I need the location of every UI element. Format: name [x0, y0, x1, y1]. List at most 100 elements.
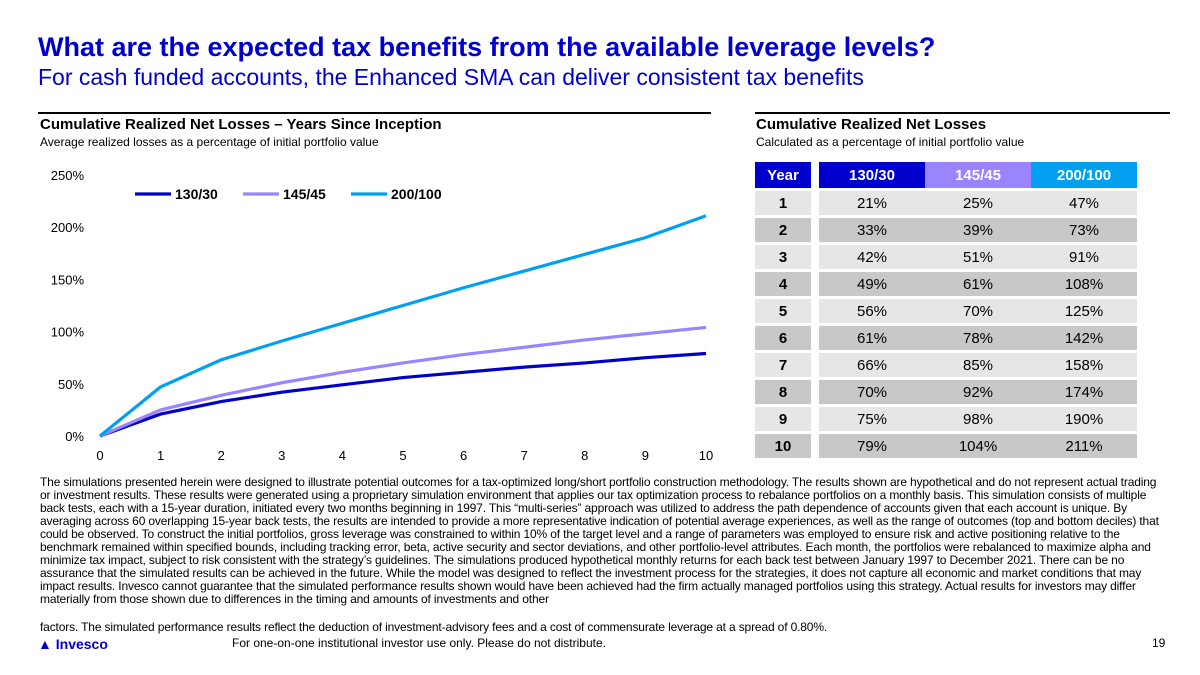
- series-line-145/45: [99, 325, 707, 438]
- table-row: 7 66% 85% 158%: [755, 353, 1137, 377]
- value-cell: 174%: [1031, 380, 1137, 404]
- gap: [811, 299, 819, 323]
- x-tick-label: 4: [339, 448, 346, 463]
- x-tick-label: 1: [157, 448, 164, 463]
- table-heading: Cumulative Realized Net Losses: [756, 116, 987, 133]
- x-tick-label: 7: [521, 448, 528, 463]
- mountain-icon: ▲: [38, 636, 52, 652]
- legend-label: 200/100: [391, 186, 442, 202]
- page-number: 19: [1152, 636, 1166, 650]
- x-tick-label: 6: [460, 448, 467, 463]
- value-cell: 21%: [819, 191, 925, 215]
- year-cell: 2: [755, 218, 811, 242]
- table-row: 4 49% 61% 108%: [755, 272, 1137, 296]
- year-cell: 9: [755, 407, 811, 431]
- value-cell: 142%: [1031, 326, 1137, 350]
- value-cell: 211%: [1031, 434, 1137, 458]
- year-cell: 1: [755, 191, 811, 215]
- value-cell: 104%: [925, 434, 1031, 458]
- value-cell: 75%: [819, 407, 925, 431]
- value-cell: 73%: [1031, 218, 1137, 242]
- y-tick-label: 100%: [51, 325, 85, 340]
- value-cell: 85%: [925, 353, 1031, 377]
- column-header: 200/100: [1031, 162, 1137, 188]
- divider: [755, 112, 1170, 114]
- value-cell: 125%: [1031, 299, 1137, 323]
- gap: [811, 434, 819, 458]
- value-cell: 190%: [1031, 407, 1137, 431]
- gap: [811, 353, 819, 377]
- page-subtitle: For cash funded accounts, the Enhanced S…: [38, 64, 864, 90]
- column-header: 130/30: [819, 162, 925, 188]
- legend-label: 145/45: [283, 186, 326, 202]
- gap: [811, 218, 819, 242]
- footnote: The simulations presented herein were de…: [40, 475, 1159, 606]
- x-tick-label: 3: [278, 448, 285, 463]
- logo-text: Invesco: [55, 636, 108, 652]
- value-cell: 56%: [819, 299, 925, 323]
- value-cell: 47%: [1031, 191, 1137, 215]
- value-cell: 61%: [819, 326, 925, 350]
- year-cell: 5: [755, 299, 811, 323]
- chart-heading: Cumulative Realized Net Losses – Years S…: [40, 116, 442, 133]
- value-cell: 108%: [1031, 272, 1137, 296]
- year-cell: 10: [755, 434, 811, 458]
- year-cell: 7: [755, 353, 811, 377]
- invesco-logo: ▲ Invesco: [38, 636, 108, 652]
- y-tick-label: 250%: [51, 168, 85, 183]
- x-tick-label: 8: [581, 448, 588, 463]
- footnote-continued: factors. The simulated performance resul…: [40, 620, 828, 634]
- year-cell: 4: [755, 272, 811, 296]
- y-tick-label: 50%: [58, 377, 84, 392]
- value-cell: 61%: [925, 272, 1031, 296]
- x-tick-label: 5: [399, 448, 406, 463]
- table-row: 6 61% 78% 142%: [755, 326, 1137, 350]
- year-cell: 8: [755, 380, 811, 404]
- x-tick-label: 10: [699, 448, 713, 463]
- table-row: 8 70% 92% 174%: [755, 380, 1137, 404]
- losses-table: Year 130/30 145/45 200/100 1 21% 25% 47% 2 33% 39…: [755, 159, 1137, 461]
- value-cell: 79%: [819, 434, 925, 458]
- x-tick-label: 0: [96, 448, 103, 463]
- value-cell: 51%: [925, 245, 1031, 269]
- table-row: 3 42% 51% 91%: [755, 245, 1137, 269]
- y-tick-label: 200%: [51, 220, 85, 235]
- year-cell: 6: [755, 326, 811, 350]
- gap: [811, 162, 819, 188]
- disclaimer: For one-on-one institutional investor us…: [232, 636, 606, 650]
- table-row: 9 75% 98% 190%: [755, 407, 1137, 431]
- gap: [811, 272, 819, 296]
- value-cell: 33%: [819, 218, 925, 242]
- table-row: 1 21% 25% 47%: [755, 191, 1137, 215]
- y-tick-label: 150%: [51, 272, 85, 287]
- table-row: 2 33% 39% 73%: [755, 218, 1137, 242]
- gap: [811, 407, 819, 431]
- table-subheading: Calculated as a percentage of initial po…: [756, 135, 1025, 149]
- value-cell: 92%: [925, 380, 1031, 404]
- column-header: 145/45: [925, 162, 1031, 188]
- gap: [811, 245, 819, 269]
- series-line-200/100: [98, 214, 707, 438]
- page-title: What are the expected tax benefits from …: [38, 32, 936, 62]
- value-cell: 25%: [925, 191, 1031, 215]
- value-cell: 42%: [819, 245, 925, 269]
- series-line-130/30: [99, 351, 707, 438]
- divider: [38, 112, 711, 114]
- gap: [811, 191, 819, 215]
- chart-subheading: Average realized losses as a percentage …: [40, 135, 379, 149]
- gap: [811, 380, 819, 404]
- table-row: 5 56% 70% 125%: [755, 299, 1137, 323]
- value-cell: 70%: [819, 380, 925, 404]
- x-tick-label: 2: [218, 448, 225, 463]
- legend-label: 130/30: [175, 186, 218, 202]
- value-cell: 91%: [1031, 245, 1137, 269]
- y-tick-label: 0%: [65, 429, 84, 444]
- value-cell: 66%: [819, 353, 925, 377]
- gap: [811, 326, 819, 350]
- value-cell: 158%: [1031, 353, 1137, 377]
- year-cell: 3: [755, 245, 811, 269]
- table-row: 10 79% 104% 211%: [755, 434, 1137, 458]
- x-tick-label: 9: [642, 448, 649, 463]
- value-cell: 98%: [925, 407, 1031, 431]
- line-chart: 0% 50% 100% 150% 200% 250% 0 1 2 3 4 5 6 7 8 9 10 130/30 1…: [51, 168, 713, 463]
